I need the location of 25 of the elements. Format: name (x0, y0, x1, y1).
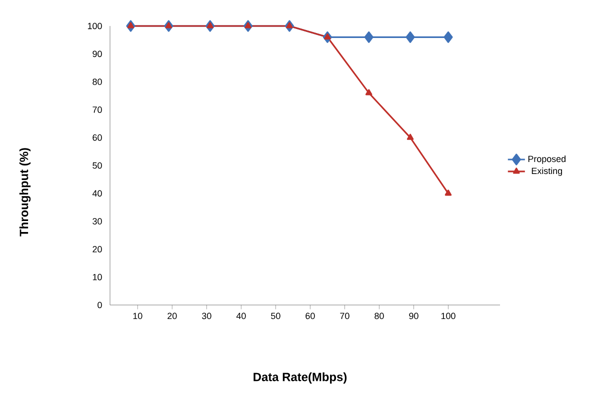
y-tick-label: 60 (92, 134, 102, 141)
legend-label: Proposed (528, 156, 566, 164)
x-tick-label: 50 (271, 312, 280, 320)
x-tick-label: 40 (236, 312, 246, 320)
x-axis-title: Data Rate(Mbps) (254, 372, 347, 384)
x-tick-label: 90 (409, 312, 418, 320)
y-axis-title: Throughput (%) (19, 148, 31, 236)
y-tick-label: 10 (92, 274, 102, 280)
x-tick-label: 100 (441, 312, 456, 320)
legend-label: Existing (532, 167, 562, 176)
y-tick-label: 40 (92, 190, 102, 197)
x-tick-label: 30 (202, 312, 212, 320)
y-tick-label: 50 (92, 162, 102, 169)
x-tick-label: 70 (340, 312, 350, 320)
y-tick-label: 100 (88, 22, 102, 30)
y-tick-label: 80 (92, 78, 102, 85)
y-tick-label: 20 (92, 246, 102, 252)
x-tick-label: 20 (168, 312, 177, 320)
x-tick-label: 80 (374, 312, 384, 320)
x-tick-label: 10 (133, 312, 142, 320)
y-tick-label: 30 (92, 218, 102, 224)
y-tick-label: 70 (92, 106, 102, 113)
x-tick-label: 60 (306, 312, 315, 320)
y-tick-label: 0 (98, 302, 102, 308)
y-tick-label: 90 (92, 50, 102, 58)
